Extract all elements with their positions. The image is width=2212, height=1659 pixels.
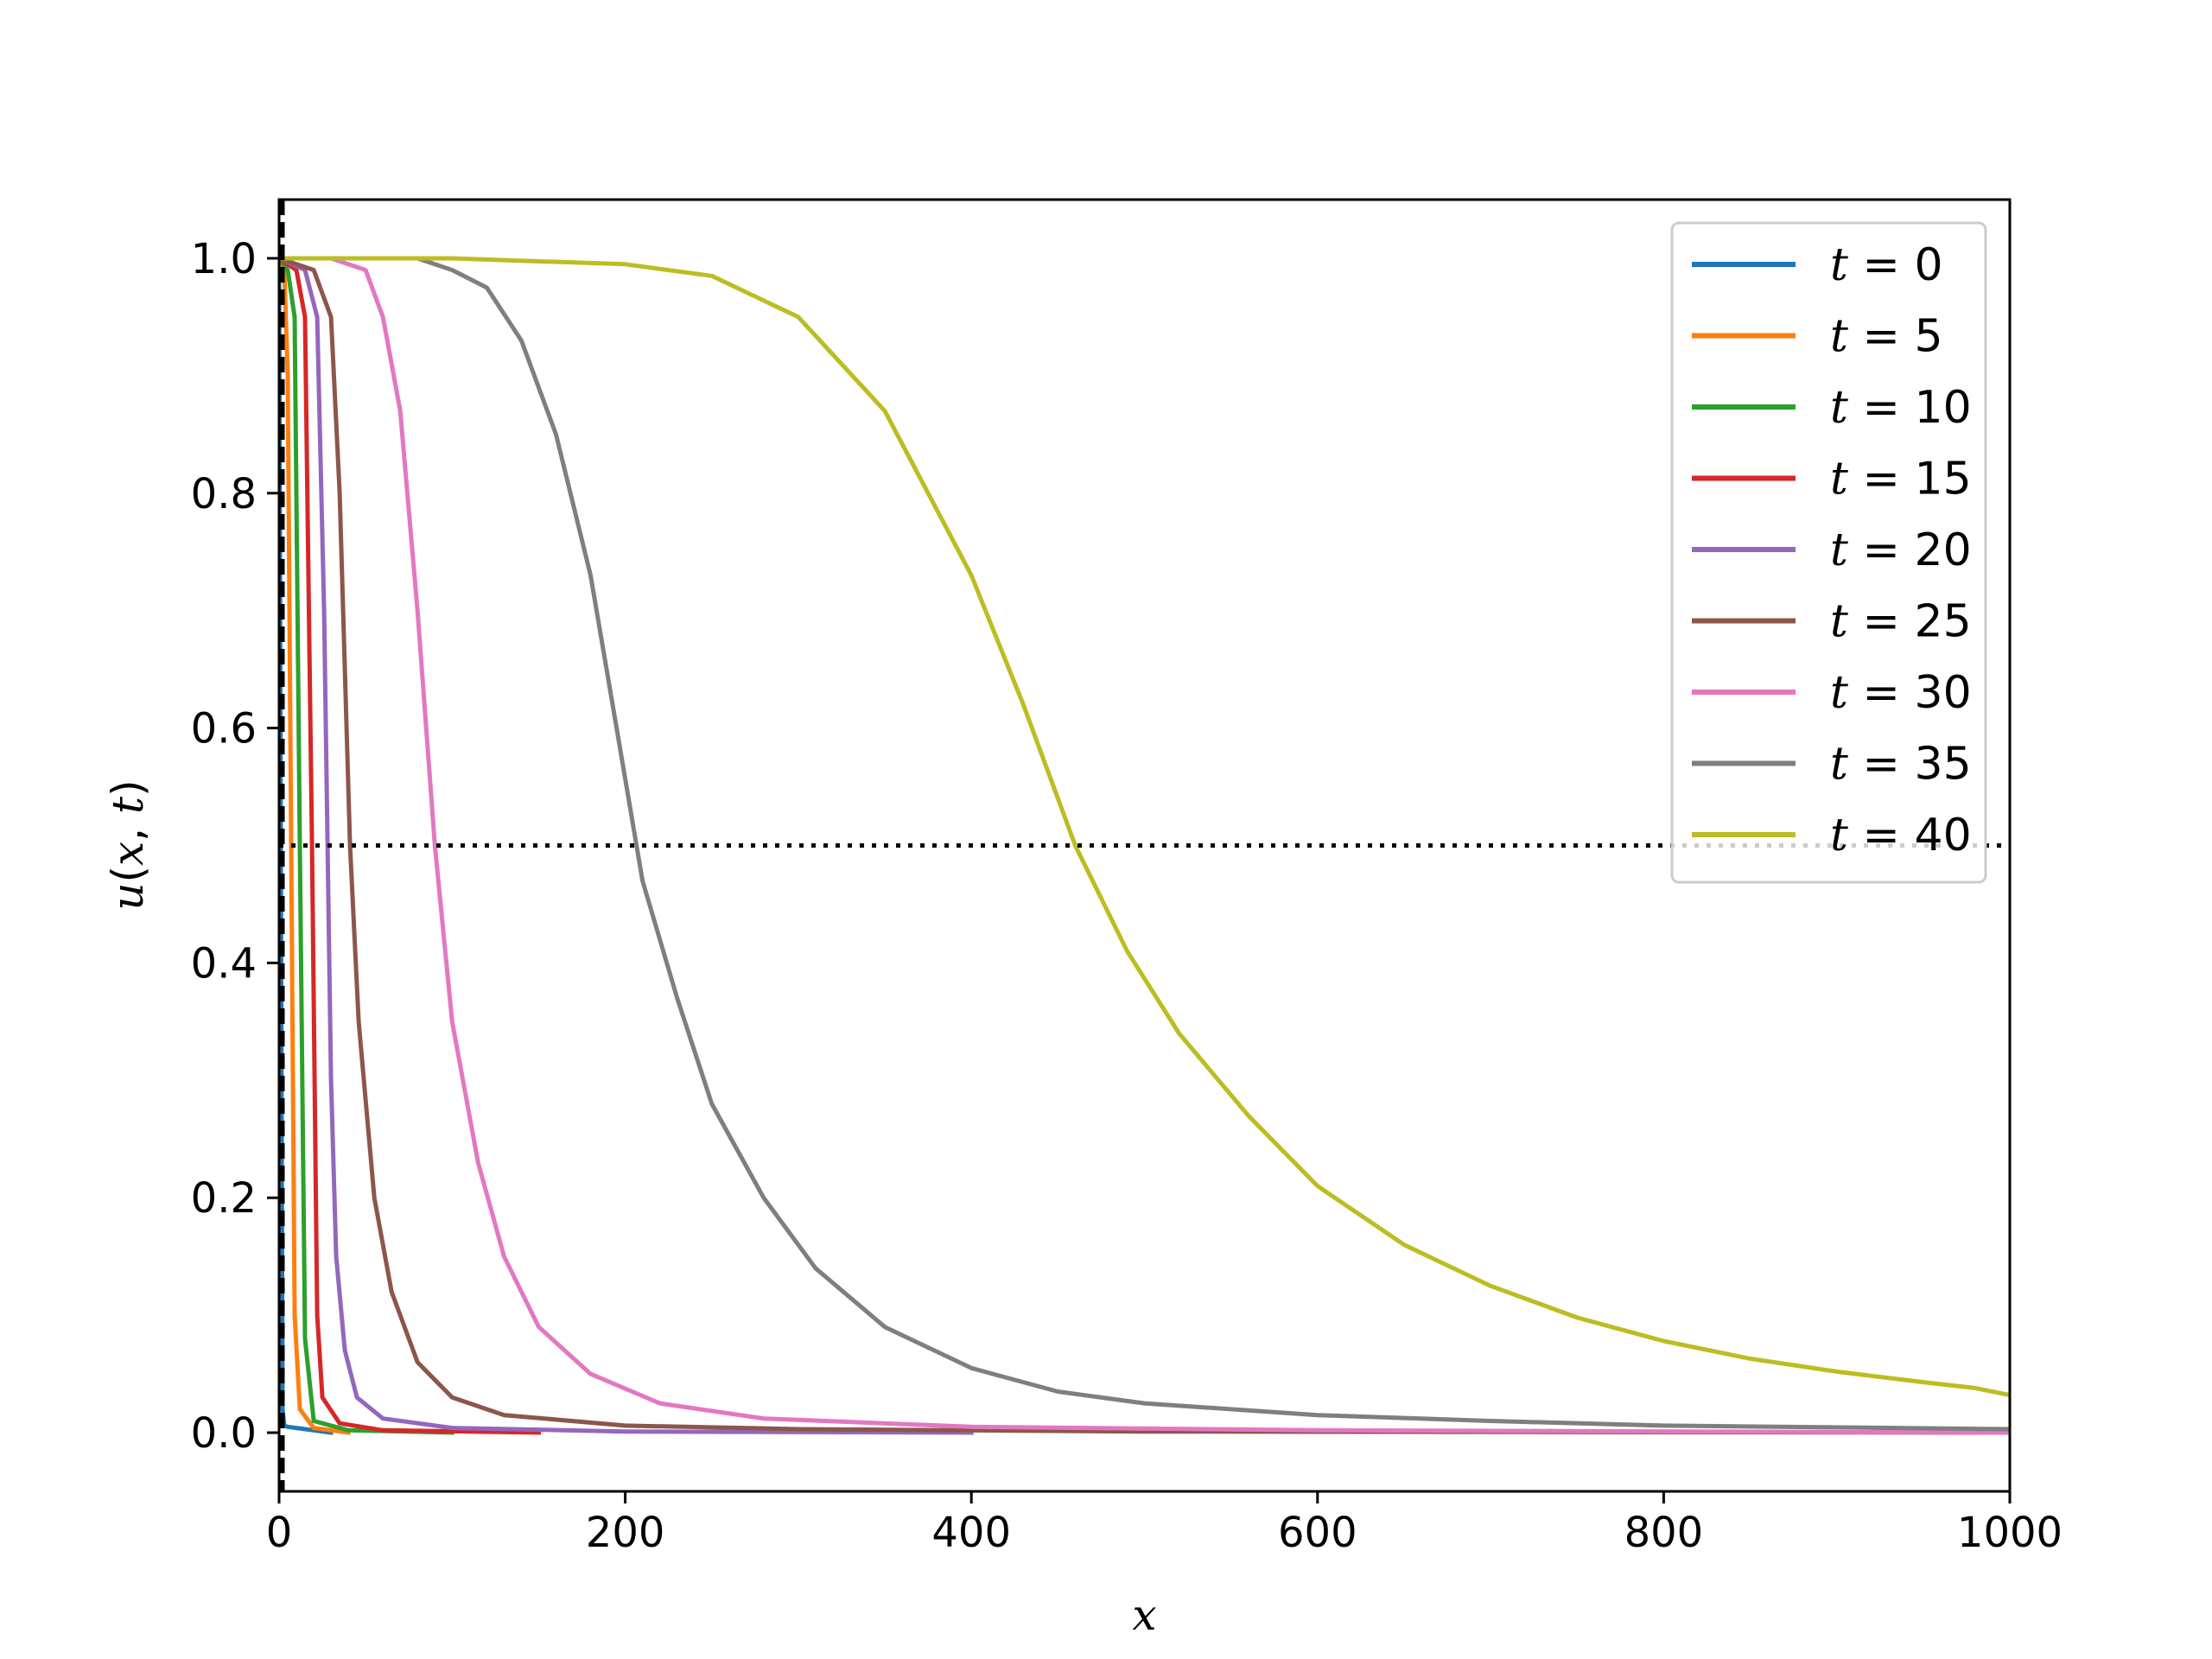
- y-tick-label: 0.4: [191, 939, 257, 988]
- series-line-t-5: [279, 255, 351, 1435]
- y-label-close-paren: ): [103, 779, 153, 797]
- y-tick-label: 0.6: [191, 705, 257, 753]
- legend: t = 0 t = 5 t = 10 t = 15 t = 20 t = 25 t = 30…: [1670, 221, 1987, 884]
- y-tick-label: 0.8: [191, 470, 257, 518]
- series-line-t-35: [279, 256, 2010, 1432]
- legend-label-t-40: t = 40: [1830, 810, 1972, 861]
- y-tick-label: 0.0: [191, 1409, 257, 1458]
- legend-label-t-15: t = 15: [1830, 454, 1972, 505]
- y-label-x: x: [103, 842, 153, 866]
- x-tick-label: 200: [586, 1509, 665, 1557]
- series-line-t-20: [279, 256, 974, 1435]
- series-line-t-10: [279, 255, 454, 1435]
- x-tick-label: 1000: [1957, 1509, 2063, 1557]
- axes-frame: [277, 198, 2012, 1493]
- axis-ticks: 0 200 400 600 800 1000 0.0 0.2 0.4 0.6 0.8 1.0: [191, 235, 2063, 1557]
- y-label-comma: ,: [103, 814, 153, 842]
- series-line-t-40: [279, 256, 2010, 1398]
- x-tick-label: 400: [931, 1509, 1011, 1557]
- y-tick-label: 0.2: [191, 1174, 257, 1223]
- legend-label-t-35: t = 35: [1830, 739, 1972, 791]
- series-line-t-15: [279, 255, 542, 1435]
- series-line-t-30: [279, 256, 2010, 1435]
- legend-label-t-0: t = 0: [1830, 239, 1943, 291]
- x-axis-label: x: [1132, 1590, 1156, 1640]
- x-tick-label: 0: [266, 1509, 293, 1557]
- legend-label-t-25: t = 25: [1830, 596, 1972, 648]
- y-label-t: t: [103, 796, 153, 814]
- legend-label-t-10: t = 10: [1830, 382, 1972, 434]
- y-axis-label: u(x, t): [103, 779, 153, 910]
- y-label-u: u: [103, 882, 153, 910]
- x-tick-label: 800: [1624, 1509, 1704, 1557]
- x-tick-label: 600: [1278, 1509, 1357, 1557]
- legend-label-t-30: t = 30: [1830, 667, 1972, 719]
- legend-label-t-5: t = 5: [1830, 311, 1943, 363]
- legend-label-t-20: t = 20: [1830, 524, 1972, 576]
- legend-box: [1670, 221, 1987, 884]
- y-tick-label: 1.0: [191, 235, 257, 283]
- series-line-t-25: [279, 256, 2010, 1435]
- y-label-open-paren: (: [103, 866, 153, 883]
